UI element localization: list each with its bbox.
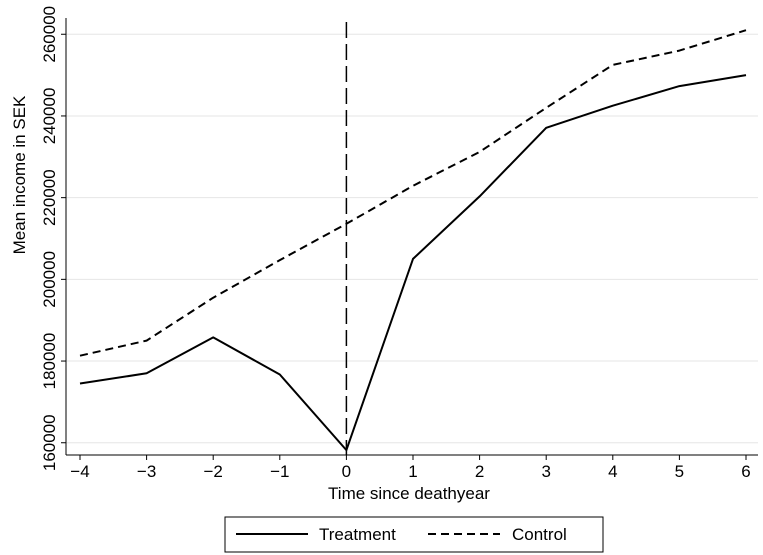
- x-tick-label: 6: [741, 462, 750, 481]
- y-tick-label: 180000: [40, 333, 59, 390]
- x-tick-label: −4: [70, 462, 89, 481]
- x-tick-label: 0: [342, 462, 351, 481]
- x-tick-label: 4: [608, 462, 617, 481]
- legend-label-control: Control: [512, 525, 567, 544]
- series-line-treatment: [79, 74, 747, 452]
- series: [79, 22, 747, 455]
- series-line-control: [79, 29, 747, 357]
- x-tick-label: 2: [475, 462, 484, 481]
- y-tick-label: 160000: [40, 414, 59, 471]
- axes: 160000 180000 200000 220000 240000 260000 −4 −3…: [40, 6, 758, 481]
- legend-label-treatment: Treatment: [319, 525, 396, 544]
- x-tick-label: −3: [137, 462, 156, 481]
- x-tick-label: 3: [541, 462, 550, 481]
- y-tick-label: 260000: [40, 6, 59, 63]
- x-tick-label: 1: [408, 462, 417, 481]
- y-tick-label: 220000: [40, 169, 59, 226]
- y-tick-label: 240000: [40, 88, 59, 145]
- x-tick-label: −1: [270, 462, 289, 481]
- y-axis-title: Mean income in SEK: [10, 95, 29, 254]
- y-tick-label: 200000: [40, 251, 59, 308]
- legend: Treatment Control: [224, 516, 604, 553]
- x-tick-label: −2: [204, 462, 223, 481]
- grid: [66, 33, 758, 444]
- x-tick-label: 5: [675, 462, 684, 481]
- x-axis-title: Time since deathyear: [328, 484, 490, 503]
